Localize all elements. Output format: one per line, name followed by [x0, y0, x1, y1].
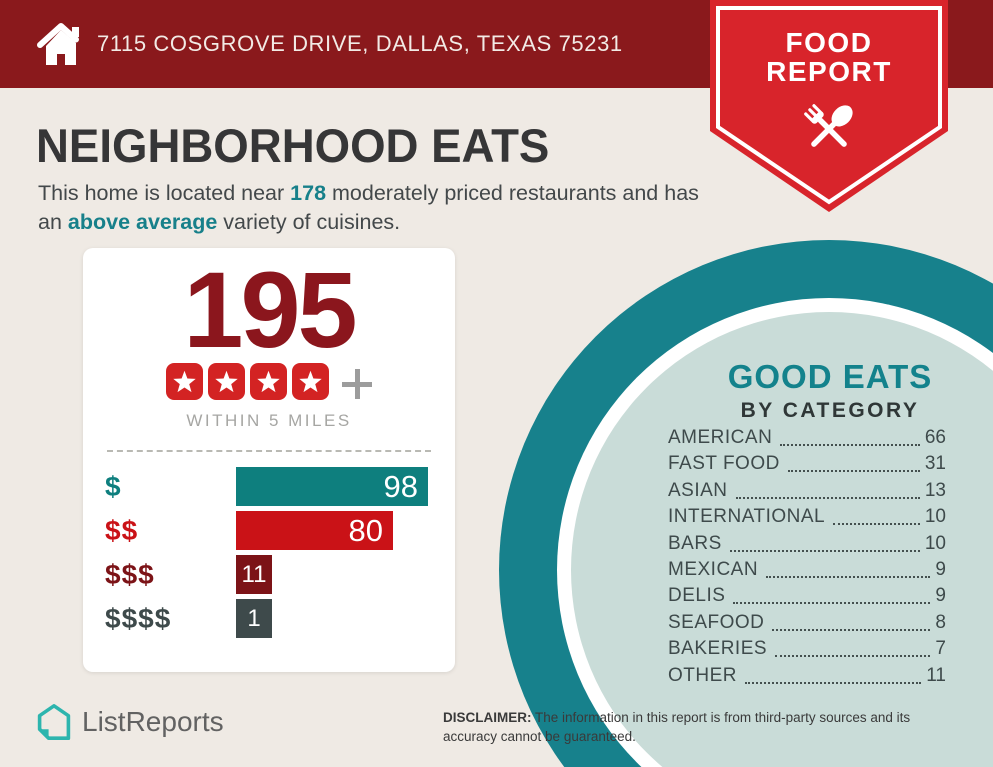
intro-post: variety of cuisines. [217, 210, 401, 234]
good-eats-title: GOOD EATS [727, 358, 933, 395]
property-address: 7115 COSGROVE DRIVE, DALLAS, TEXAS 75231 [97, 31, 623, 56]
price-bar-value: 1 [247, 604, 261, 632]
category-label: AMERICAN [668, 427, 773, 448]
intro-mid: moderately priced restaurants and has an [38, 181, 699, 234]
dotted-leader [735, 496, 920, 499]
category-value: 7 [935, 638, 946, 660]
category-label: DELIS [668, 585, 726, 607]
category-value: 9 [935, 558, 946, 580]
disclaimer-body: The information in this report is from t… [443, 710, 911, 744]
category-label: INTERNATIONAL [668, 506, 826, 528]
page-title: NEIGHBORHOOD EATS [36, 119, 550, 172]
price-bar-value: 98 [383, 468, 418, 504]
disclaimer-label: DISCLAIMER: [443, 710, 532, 725]
listreports-logo: ListReports [36, 702, 224, 742]
price-bar-value: 11 [241, 560, 267, 588]
category-row: MEXICAN 9 [668, 558, 946, 581]
category-label: MEXICAN [668, 558, 759, 580]
price-tier-label: $$$ [105, 558, 155, 590]
price-tier-label: $ [105, 470, 122, 502]
good-eats-heading: GOOD EATS BY CATEGORY [620, 358, 993, 423]
star-icon [166, 363, 203, 405]
dotted-leader [833, 523, 920, 526]
dotted-leader [780, 444, 920, 446]
dotted-leader [787, 470, 920, 473]
price-bar: 98 [236, 467, 428, 506]
category-label: ASIAN [668, 479, 728, 501]
category-value: 66 [924, 427, 946, 448]
star-icon [250, 363, 287, 405]
food-report-ribbon: FOOD REPORT [710, 0, 948, 212]
ribbon-title: FOOD REPORT [710, 28, 948, 86]
price-bar-chart: $98 $$ 80 $$$ 11 $$$$ 1 [83, 467, 455, 638]
category-value: 10 [924, 506, 946, 528]
price-bar-row: $$$$ 1 [105, 599, 455, 638]
price-bar-row: $98 [105, 467, 455, 506]
category-row: DELIS 9 [668, 585, 946, 607]
radius-label: WITHIN 5 MILES [186, 411, 352, 430]
category-row: SEAFOOD 8 [668, 611, 946, 634]
ribbon-title-line1: FOOD [785, 27, 873, 58]
price-bar-row: $$ 80 [105, 511, 455, 550]
listreports-logo-icon [37, 704, 71, 740]
category-value: 11 [926, 664, 946, 686]
category-label: OTHER [668, 664, 737, 686]
category-row: INTERNATIONAL 10 [668, 506, 946, 528]
category-value: 13 [924, 479, 946, 501]
category-value: 8 [935, 611, 946, 633]
restaurant-count-highlight: 178 [290, 181, 327, 205]
dotted-leader [745, 681, 922, 684]
dotted-leader [733, 602, 931, 605]
category-row: AMERICAN 66 [668, 427, 946, 449]
dotted-leader [766, 575, 931, 578]
category-row: ASIAN 13 [668, 479, 946, 502]
ribbon-shape [710, 0, 948, 212]
category-label: BARS [668, 532, 722, 554]
home-icon [37, 23, 79, 65]
disclaimer-text: DISCLAIMER: The information in this repo… [443, 709, 958, 747]
dotted-leader [772, 628, 931, 631]
restaurant-count: 195 [183, 249, 357, 370]
category-value: 31 [924, 453, 946, 475]
price-tier-label: $$ [105, 514, 139, 546]
price-bar: 80 [236, 511, 393, 550]
restaurant-summary-card: 195 WITHIN 5 MILES $98 $$ 80 $$$ 11 $$$$ 1 [83, 248, 455, 672]
category-label: FAST FOOD [668, 453, 780, 475]
good-eats-subtitle: BY CATEGORY [740, 399, 920, 422]
star-icon [208, 363, 245, 405]
category-label: BAKERIES [668, 638, 768, 660]
star-icon [292, 363, 329, 405]
price-tier-label: $$$$ [105, 602, 172, 634]
ribbon-title-line2: REPORT [766, 56, 892, 87]
category-label: SEAFOOD [668, 611, 765, 633]
price-bar: 11 [236, 555, 272, 594]
utensils-icon [804, 104, 853, 147]
variety-highlight: above average [67, 210, 218, 234]
intro-pre: This home is located near [38, 181, 291, 205]
dotted-leader [775, 655, 931, 658]
category-row: BAKERIES 7 [668, 638, 946, 660]
price-bar-row: $$$ 11 [105, 555, 455, 594]
category-row: FAST FOOD 31 [668, 453, 946, 475]
divider-dashed [107, 450, 431, 452]
category-row: OTHER 11 [668, 664, 946, 687]
category-list: AMERICAN 66 FAST FOOD 31 ASIAN 13 INTERNATIONA… [668, 427, 946, 694]
intro-text: This home is located near 178 moderately… [38, 179, 710, 237]
plus-icon [342, 369, 372, 399]
listreports-wordmark: ListReports [82, 706, 224, 737]
category-row: BARS 10 [668, 532, 946, 555]
dotted-leader [729, 549, 920, 552]
star-rating [83, 363, 455, 405]
category-value: 10 [924, 532, 946, 554]
category-value: 9 [935, 585, 946, 607]
price-bar: 1 [236, 599, 272, 638]
price-bar-value: 80 [348, 512, 383, 548]
